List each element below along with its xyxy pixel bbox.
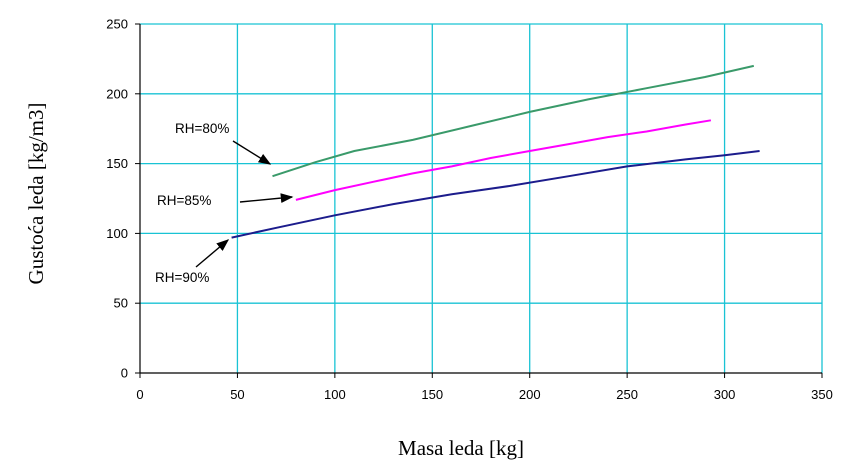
annotation-label: RH=90% [155,270,209,285]
x-tick-label: 50 [230,387,244,402]
grid [140,23,823,373]
series-lines [231,64,760,239]
y-tick-label: 0 [121,366,128,381]
y-tick-label: 200 [106,86,128,101]
y-tick-label: 250 [106,17,128,32]
x-tick-label: 150 [421,387,443,402]
x-tick-label: 350 [811,387,833,402]
annotations: RH=80% RH=85% RH=90% [155,121,294,285]
y-tick-label: 150 [106,156,128,171]
axes: 0 50 100 150 200 250 0 50 100 150 200 250 300 350 [106,17,833,403]
x-tick-label: 300 [714,387,736,402]
y-tick-label: 50 [114,296,128,311]
y-tick-label: 100 [106,226,128,241]
annotation-arrow [232,140,272,165]
annotation-label: RH=85% [157,193,211,208]
annotation-arrow [239,193,294,203]
x-axis-label: Masa leda [kg] [398,436,524,460]
x-tick-label: 250 [616,387,638,402]
x-tick-label: 100 [324,387,346,402]
annotation-label: RH=80% [175,121,229,136]
series-line [295,119,712,201]
x-tick-label: 0 [136,387,143,402]
series-line [272,64,755,178]
series-line [231,150,760,239]
y-axis-label: Gustoća leda [kg/m3] [24,103,48,285]
x-tick-label: 200 [519,387,541,402]
annotation-arrow [195,239,230,268]
